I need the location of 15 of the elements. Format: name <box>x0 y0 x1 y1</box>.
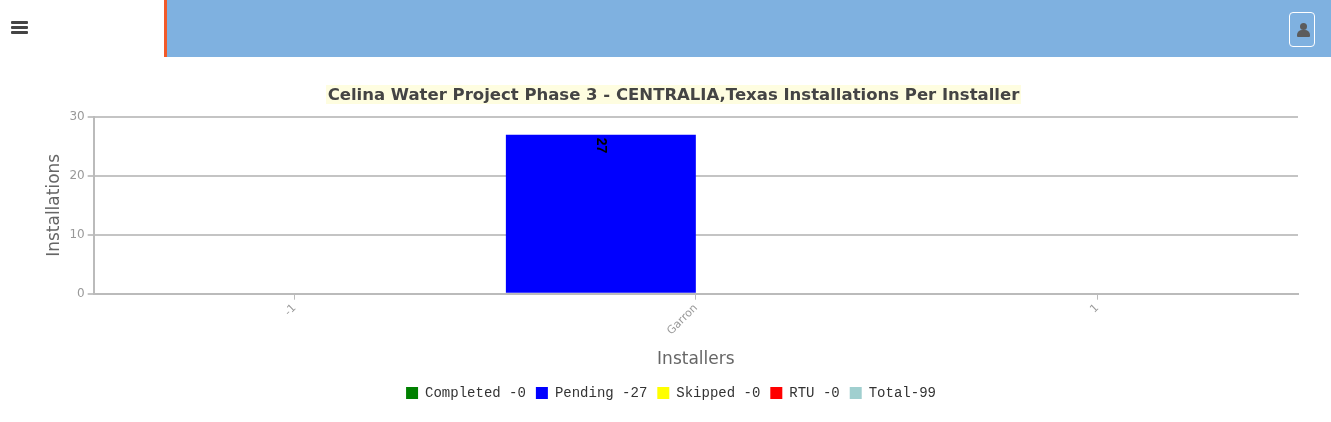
data-label: 27 <box>593 137 610 154</box>
x-axis-title: Installers <box>657 348 735 369</box>
legend-label: RTU -0 <box>789 384 840 401</box>
y-axis-title: Installations <box>42 153 63 257</box>
x-tick-label: -1 <box>281 301 299 319</box>
y-tick-label: 30 <box>69 109 85 124</box>
legend-label: Pending -27 <box>554 384 648 401</box>
chart-title: Celina Water Project Phase 3 - CENTRALIA,Texas Installations Per Installer <box>325 85 1022 104</box>
x-tick-label: 1 <box>1087 301 1102 316</box>
y-tick-label: 20 <box>69 168 85 183</box>
y-tick-label: 10 <box>69 226 85 241</box>
legend-label: Skipped -0 <box>676 384 761 401</box>
legend-label: Total-99 <box>868 384 936 401</box>
legend-label: Completed -0 <box>425 384 526 401</box>
y-tick-label: 0 <box>77 285 85 300</box>
